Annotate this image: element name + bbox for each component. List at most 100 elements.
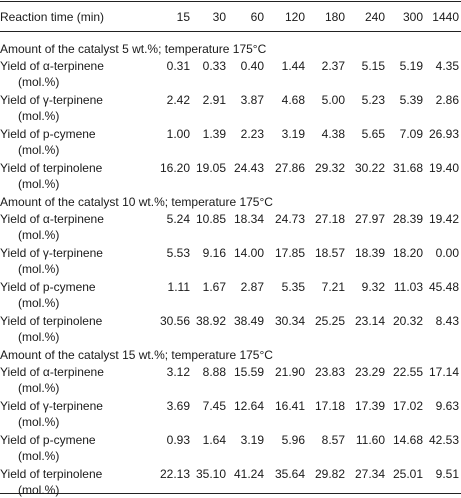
table-cell: 9.16: [202, 246, 226, 260]
table-cell: 5.19: [399, 59, 423, 73]
table-cell: 45.48: [428, 280, 459, 294]
table-cell: 23.14: [354, 314, 385, 328]
table-cell: 17.39: [354, 399, 385, 413]
table-cell: 18.20: [392, 246, 423, 260]
row-label: Yield of γ-terpinene: [0, 93, 103, 107]
table-cell: 19.05: [195, 161, 226, 175]
table-cell: 5.53: [166, 246, 190, 260]
header-time-300: 300: [402, 10, 423, 24]
row-label: Yield of γ-terpinene: [0, 399, 103, 413]
table-cell: 2.23: [240, 127, 264, 141]
table-cell: 5.23: [361, 93, 385, 107]
table-cell: 3.69: [166, 399, 190, 413]
table-cell: 35.64: [274, 467, 305, 481]
table-cell: 38.49: [233, 314, 264, 328]
table-cell: 24.73: [274, 212, 305, 226]
table-cell: 8.88: [202, 365, 226, 379]
table-cell: 4.38: [321, 127, 345, 141]
table-cell: 7.45: [202, 399, 226, 413]
header-time-60: 60: [250, 10, 264, 24]
table-cell: 7.21: [321, 280, 345, 294]
table-cell: 27.97: [354, 212, 385, 226]
row-label: Yield of terpinolene: [0, 467, 103, 481]
table-cell: 5.24: [166, 212, 190, 226]
header-time-15: 15: [176, 10, 190, 24]
table-cell: 4.68: [281, 93, 305, 107]
header-time-30: 30: [212, 10, 226, 24]
section-title: Amount of the catalyst 5 wt.%; temperatu…: [0, 42, 267, 56]
row-unit: (mol.%): [18, 449, 60, 463]
table-cell: 35.10: [195, 467, 226, 481]
table-cell: 17.14: [428, 365, 459, 379]
table-cell: 0.31: [166, 59, 190, 73]
row-label: Yield of p-cymene: [0, 280, 96, 294]
header-time-180: 180: [324, 10, 345, 24]
table-cell: 15.59: [233, 365, 264, 379]
table-cell: 12.64: [233, 399, 264, 413]
table-cell: 27.86: [274, 161, 305, 175]
table-cell: 29.82: [314, 467, 345, 481]
table-cell: 22.13: [159, 467, 190, 481]
table-cell: 0.33: [202, 59, 226, 73]
row-label: Yield of α-terpinene: [0, 59, 104, 73]
table-cell: 3.19: [281, 127, 305, 141]
row-unit: (mol.%): [18, 296, 60, 310]
table-cell: 17.02: [392, 399, 423, 413]
table-cell: 23.29: [354, 365, 385, 379]
table-cell: 26.93: [428, 127, 459, 141]
table-cell: 30.56: [159, 314, 190, 328]
table-cell: 14.00: [233, 246, 264, 260]
table-cell: 38.92: [195, 314, 226, 328]
table-cell: 8.43: [435, 314, 459, 328]
table-cell: 16.41: [274, 399, 305, 413]
table-bottom-rule: [0, 493, 461, 494]
table-cell: 2.37: [321, 59, 345, 73]
table-cell: 1.11: [167, 280, 190, 294]
table-cell: 8.57: [321, 433, 345, 447]
table-cell: 5.00: [321, 93, 345, 107]
table-cell: 28.39: [392, 212, 423, 226]
table-cell: 17.85: [274, 246, 305, 260]
table-cell: 16.20: [159, 161, 190, 175]
table-cell: 29.32: [314, 161, 345, 175]
table-cell: 1.44: [281, 59, 305, 73]
table-cell: 3.87: [240, 93, 264, 107]
table-cell: 3.19: [240, 433, 264, 447]
table-cell: 9.63: [435, 399, 459, 413]
table-cell: 1.67: [202, 280, 226, 294]
header-time-1440: 1440: [432, 10, 459, 24]
table-cell: 25.25: [314, 314, 345, 328]
header-time-120: 120: [284, 10, 305, 24]
table-cell: 1.00: [166, 127, 190, 141]
table-cell: 11.60: [355, 433, 385, 447]
header-reaction-time: Reaction time (min): [0, 10, 105, 24]
row-label: Yield of p-cymene: [0, 433, 96, 447]
table-header-rule: [0, 31, 461, 32]
table-cell: 1.64: [202, 433, 226, 447]
table-cell: 27.34: [354, 467, 385, 481]
table-cell: 42.53: [428, 433, 459, 447]
table-cell: 5.65: [361, 127, 385, 141]
row-label: Yield of α-terpinene: [0, 365, 104, 379]
section-title: Amount of the catalyst 10 wt.%; temperat…: [0, 195, 273, 209]
table-cell: 30.34: [274, 314, 305, 328]
header-time-240: 240: [364, 10, 385, 24]
row-unit: (mol.%): [18, 177, 60, 191]
table-cell: 23.83: [314, 365, 345, 379]
table-cell: 5.15: [361, 59, 385, 73]
row-label: Yield of γ-terpinene: [0, 246, 103, 260]
row-label: Yield of α-terpinene: [0, 212, 104, 226]
row-unit: (mol.%): [18, 381, 60, 395]
section-title: Amount of the catalyst 15 wt.%; temperat…: [0, 348, 273, 362]
table-cell: 0.93: [166, 433, 190, 447]
table-cell: 11.03: [393, 280, 423, 294]
table-cell: 18.34: [233, 212, 264, 226]
row-unit: (mol.%): [18, 483, 60, 497]
table-cell: 27.18: [314, 212, 345, 226]
row-unit: (mol.%): [18, 75, 60, 89]
table-cell: 7.09: [399, 127, 423, 141]
table-cell: 41.24: [233, 467, 264, 481]
table-cell: 5.39: [399, 93, 423, 107]
table-cell: 18.39: [354, 246, 385, 260]
table-cell: 4.35: [435, 59, 459, 73]
